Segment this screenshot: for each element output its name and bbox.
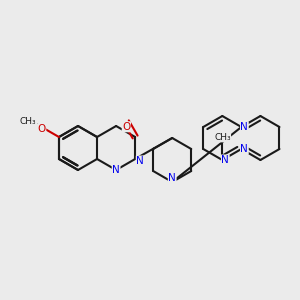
Text: N: N bbox=[136, 156, 144, 166]
Text: CH₃: CH₃ bbox=[20, 117, 37, 126]
Text: N: N bbox=[241, 122, 248, 132]
Text: N: N bbox=[241, 144, 248, 154]
Text: N: N bbox=[112, 165, 120, 175]
Text: CH₃: CH₃ bbox=[214, 133, 231, 142]
Text: O: O bbox=[122, 122, 130, 132]
Text: O: O bbox=[38, 124, 46, 134]
Text: N: N bbox=[168, 173, 176, 183]
Text: N: N bbox=[221, 155, 229, 165]
